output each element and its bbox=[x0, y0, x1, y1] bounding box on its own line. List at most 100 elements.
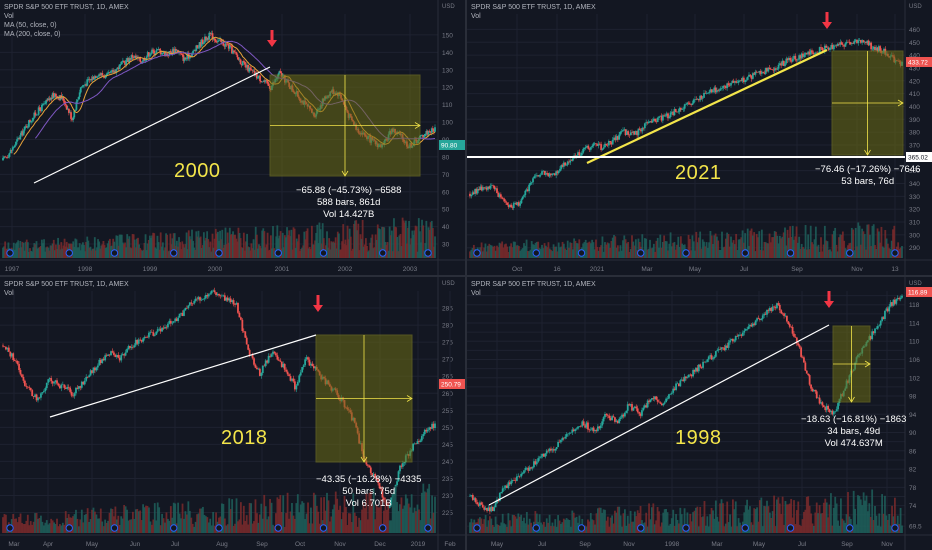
indicator-vol[interactable]: Vol bbox=[471, 290, 481, 297]
candle-body bbox=[821, 402, 824, 406]
volume-bar bbox=[568, 520, 571, 533]
volume-bar bbox=[402, 220, 405, 258]
candle-body bbox=[35, 114, 38, 116]
volume-bar bbox=[521, 248, 524, 258]
candle-body bbox=[91, 76, 94, 81]
candle-body bbox=[659, 115, 662, 117]
volume-bar bbox=[515, 245, 518, 258]
candle-body bbox=[396, 481, 398, 486]
volume-bar bbox=[673, 526, 676, 533]
candle-body bbox=[67, 387, 70, 388]
candle-body bbox=[645, 122, 648, 124]
candle-body bbox=[719, 349, 722, 350]
volume-bar bbox=[105, 522, 108, 533]
volume-bar bbox=[173, 233, 176, 258]
candle-body bbox=[146, 52, 149, 57]
price-chart[interactable]: 225230235240245250255260265270275280285M… bbox=[0, 277, 465, 550]
candle-body bbox=[790, 326, 793, 328]
candle-body bbox=[736, 82, 739, 84]
volume-bar bbox=[161, 242, 164, 258]
chart-panel-1998[interactable]: SPDR S&P 500 ETF TRUST, 1D, AMEX Vol 69.… bbox=[467, 277, 932, 550]
volume-bar bbox=[633, 245, 636, 258]
volume-bar bbox=[492, 246, 495, 258]
candle-body bbox=[471, 495, 474, 500]
candle-body bbox=[733, 81, 736, 83]
candle-body bbox=[233, 50, 236, 52]
candle-body bbox=[280, 361, 283, 368]
volume-bar bbox=[305, 513, 308, 533]
candle-body bbox=[8, 153, 11, 157]
indicator-ma200[interactable]: MA (200, close, 0) bbox=[4, 31, 61, 38]
indicator-ma50[interactable]: MA (50, close, 0) bbox=[4, 22, 57, 29]
candle-body bbox=[86, 79, 89, 86]
volume-bar bbox=[158, 507, 161, 533]
candle-body bbox=[180, 313, 182, 314]
measure-bars: 588 bars, 861d bbox=[317, 197, 381, 208]
price-chart[interactable]: 3040506070809010011012013014015019971998… bbox=[0, 0, 465, 275]
volume-bar bbox=[798, 236, 801, 258]
panel-divider-horizontal[interactable] bbox=[0, 275, 932, 277]
volume-bar bbox=[631, 521, 633, 533]
volume-bar bbox=[727, 234, 730, 258]
candle-body bbox=[869, 336, 872, 340]
x-tick-label: 2001 bbox=[275, 266, 290, 273]
volume-bar bbox=[532, 244, 534, 258]
candle-body bbox=[702, 361, 704, 368]
candle-body bbox=[892, 299, 895, 306]
volume-bar bbox=[350, 522, 353, 533]
volume-bar bbox=[634, 239, 637, 258]
candle-body bbox=[148, 54, 151, 57]
candle-body bbox=[143, 337, 146, 339]
candle-body bbox=[61, 384, 64, 386]
volume-bar bbox=[172, 233, 175, 258]
volume-bar bbox=[202, 232, 205, 258]
candle-body bbox=[469, 495, 471, 497]
volume-bar bbox=[821, 251, 824, 258]
candle-body bbox=[790, 60, 793, 62]
candle-body bbox=[595, 430, 598, 431]
volume-bar bbox=[119, 234, 122, 258]
volume-bar bbox=[137, 511, 140, 533]
candle-body bbox=[304, 359, 307, 366]
volume-bar bbox=[178, 237, 180, 258]
candle-body bbox=[128, 58, 131, 63]
candle-body bbox=[2, 345, 4, 347]
volume-bar bbox=[372, 488, 375, 533]
candle-body bbox=[107, 71, 110, 73]
volume-bar bbox=[569, 526, 572, 533]
volume-bar bbox=[500, 522, 503, 533]
volume-bar bbox=[152, 232, 155, 258]
volume-bar bbox=[696, 506, 699, 533]
indicator-vol[interactable]: Vol bbox=[4, 13, 14, 20]
volume-bar bbox=[703, 241, 705, 258]
indicator-vol[interactable]: Vol bbox=[471, 13, 481, 20]
chart-panel-2021[interactable]: SPDR S&P 500 ETF TRUST, 1D, AMEX Vol 290… bbox=[467, 0, 932, 275]
volume-bar bbox=[34, 244, 37, 258]
volume-bar bbox=[61, 522, 64, 533]
event-marker-icon bbox=[846, 249, 854, 257]
candle-body bbox=[820, 402, 822, 404]
volume-bar bbox=[366, 519, 369, 533]
candle-body bbox=[198, 42, 201, 48]
volume-bar bbox=[184, 244, 187, 258]
chart-panel-2018[interactable]: SPDR S&P 500 ETF TRUST, 1D, AMEX Vol 225… bbox=[0, 277, 465, 550]
candle-body bbox=[784, 63, 786, 66]
price-chart[interactable]: 2903003103203303403503603703803904004104… bbox=[467, 0, 932, 275]
chart-panel-2000[interactable]: SPDR S&P 500 ETF TRUST, 1D, AMEX Vol MA … bbox=[0, 0, 465, 275]
volume-bar bbox=[12, 242, 15, 258]
candle-body bbox=[117, 354, 120, 358]
candle-body bbox=[781, 60, 784, 66]
volume-bar bbox=[78, 243, 81, 258]
volume-bar bbox=[210, 525, 213, 533]
volume-bar bbox=[783, 524, 785, 533]
candle-body bbox=[15, 141, 17, 146]
candle-body bbox=[786, 58, 789, 61]
volume-bar bbox=[777, 497, 780, 533]
volume-bar bbox=[323, 497, 325, 533]
volume-bar bbox=[180, 518, 182, 533]
volume-bar bbox=[623, 235, 626, 258]
indicator-vol[interactable]: Vol bbox=[4, 290, 14, 297]
volume-bar bbox=[706, 247, 709, 258]
volume-bar bbox=[624, 239, 627, 258]
